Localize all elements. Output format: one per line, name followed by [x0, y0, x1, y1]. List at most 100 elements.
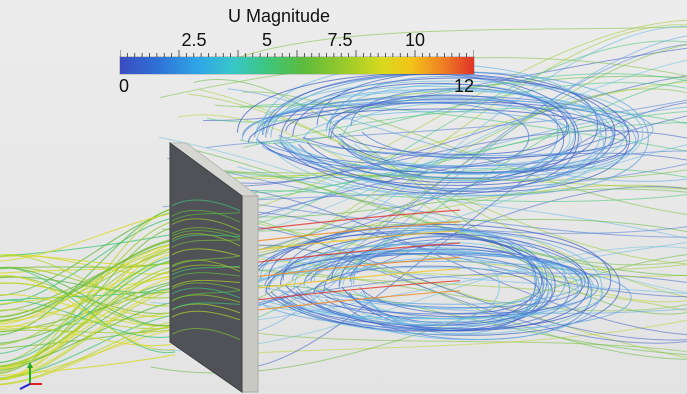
streamline — [303, 244, 500, 326]
streamline — [171, 302, 241, 310]
streamline — [229, 267, 604, 319]
streamline — [0, 320, 176, 385]
streamline — [0, 220, 176, 364]
legend-tick-5: 5 — [261, 30, 273, 50]
streamline — [216, 319, 687, 357]
streamline — [171, 233, 241, 247]
streamline — [171, 289, 241, 302]
streamline — [225, 241, 687, 325]
streamline — [171, 287, 241, 299]
plate-side-edge — [241, 195, 259, 393]
front-streamlines-group — [171, 199, 241, 341]
streamline — [303, 111, 582, 167]
streamline — [264, 253, 599, 315]
streamline — [249, 290, 461, 312]
streamline — [171, 328, 241, 341]
axis-z-arrow — [19, 383, 31, 390]
streamline — [214, 75, 687, 108]
streamline — [0, 226, 176, 374]
streamline — [227, 88, 687, 182]
streamline — [249, 280, 461, 302]
streamline — [207, 115, 687, 265]
streamline — [249, 232, 556, 332]
streamline — [230, 26, 687, 61]
streamline — [171, 255, 241, 268]
streamline — [249, 242, 461, 264]
streamline — [196, 170, 687, 266]
streamline — [270, 71, 649, 196]
streamline — [249, 268, 461, 290]
streamline — [216, 40, 687, 228]
streamline — [203, 47, 687, 121]
streamline — [169, 169, 687, 181]
streamline — [212, 184, 687, 264]
streamline — [280, 233, 589, 332]
streamline — [280, 77, 631, 193]
streamline — [293, 230, 603, 341]
streamline — [0, 324, 176, 386]
streamline — [0, 314, 176, 379]
legend-title: U Magnitude — [228, 6, 331, 26]
streamline — [171, 248, 241, 257]
streamline — [0, 255, 176, 355]
streamline — [249, 221, 461, 243]
streamline — [261, 63, 602, 191]
streamline — [249, 209, 461, 231]
streamline — [171, 209, 241, 223]
streamline — [171, 272, 241, 280]
streamline — [342, 257, 540, 310]
legend-tick-2-5: 2.5 — [181, 30, 207, 50]
axes-triad-icon — [19, 362, 42, 390]
streamline — [0, 233, 176, 258]
streamline — [178, 114, 687, 303]
streamline — [0, 275, 176, 305]
streamline — [0, 208, 176, 336]
streamline — [159, 136, 687, 294]
streamline — [0, 242, 176, 312]
streamline — [171, 310, 241, 321]
streamline — [255, 249, 579, 323]
streamline — [258, 99, 654, 157]
streamline — [330, 94, 565, 180]
legend-min-label: 0 — [118, 76, 130, 96]
streamline — [171, 199, 241, 212]
streamline — [0, 301, 176, 368]
streamline — [0, 212, 176, 262]
streamline — [187, 93, 687, 298]
streamline — [171, 239, 241, 248]
streamline — [0, 354, 176, 377]
streamline — [349, 245, 543, 314]
streamline — [262, 90, 625, 174]
streamline — [171, 227, 241, 236]
streamline — [243, 107, 687, 148]
streamline — [0, 261, 176, 270]
streamline — [0, 242, 176, 325]
streamline — [247, 108, 628, 174]
streamline — [249, 230, 461, 252]
streamline — [291, 253, 582, 305]
streamline — [353, 228, 536, 335]
streamline — [0, 289, 176, 381]
streamline — [0, 267, 176, 327]
colorbar — [120, 57, 474, 74]
streamline — [0, 282, 176, 318]
streamline — [171, 259, 241, 272]
streamline — [205, 81, 687, 180]
streamline — [211, 211, 687, 271]
streamline — [243, 35, 687, 335]
streamline — [228, 188, 687, 218]
streamline — [0, 217, 176, 306]
streamline — [221, 223, 687, 341]
legend-tick-7-5: 7.5 — [327, 30, 353, 50]
streamline — [0, 239, 176, 322]
streamline — [0, 311, 176, 331]
legend-tick-10: 10 — [404, 30, 426, 50]
axis-y-head — [27, 362, 33, 368]
streamline — [268, 243, 571, 332]
streamlines-group — [0, 19, 687, 386]
streamline — [171, 279, 241, 288]
streamline — [171, 234, 241, 242]
streamline — [292, 82, 577, 184]
